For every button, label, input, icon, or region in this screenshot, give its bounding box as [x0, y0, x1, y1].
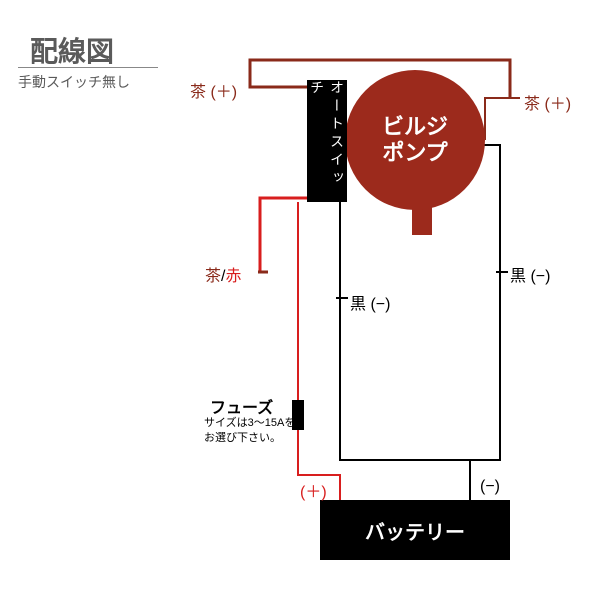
label-brown-red-post: 赤 — [225, 268, 241, 285]
auto-switch-label: オートスイッチ — [307, 80, 347, 202]
wires-svg — [0, 0, 600, 600]
fuse-label: フューズ — [210, 394, 273, 418]
pump-label-1: ビルジ — [382, 114, 448, 139]
bilge-pump: ビルジ ポンプ — [345, 70, 485, 210]
label-black-minus-mid: 黒 (−) — [350, 290, 390, 314]
label-plus-terminal: (＋) — [300, 478, 327, 502]
wire-brown-right-to-pump — [485, 98, 520, 140]
wire-brown-red-left — [260, 198, 307, 272]
wire-black-switch-down — [340, 202, 470, 460]
wiring-diagram: 配線図 手動スイッチ無し ビルジ ポンプ オートスイッチ バッテリー 茶 (＋)… — [0, 0, 600, 600]
fuse-note: サイズは3〜15Aを お選び下さい。 — [204, 416, 295, 447]
label-brown-red: 茶/赤 — [205, 262, 241, 286]
battery: バッテリー — [320, 500, 510, 560]
label-black-minus-right: 黒 (−) — [510, 262, 550, 286]
label-brown-plus-left: 茶 (＋) — [190, 78, 237, 102]
label-brown-red-pre: 茶 — [205, 268, 221, 285]
pump-label-2: ポンプ — [382, 140, 447, 165]
label-brown-plus-right: 茶 (＋) — [524, 90, 571, 114]
auto-switch: オートスイッチ — [307, 80, 347, 202]
label-minus-terminal: (−) — [480, 478, 500, 496]
battery-label: バッテリー — [365, 516, 465, 545]
wire-black-pump-to-batt — [470, 145, 500, 500]
